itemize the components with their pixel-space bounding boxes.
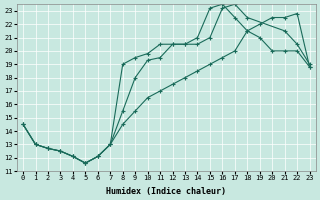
- X-axis label: Humidex (Indice chaleur): Humidex (Indice chaleur): [106, 187, 226, 196]
